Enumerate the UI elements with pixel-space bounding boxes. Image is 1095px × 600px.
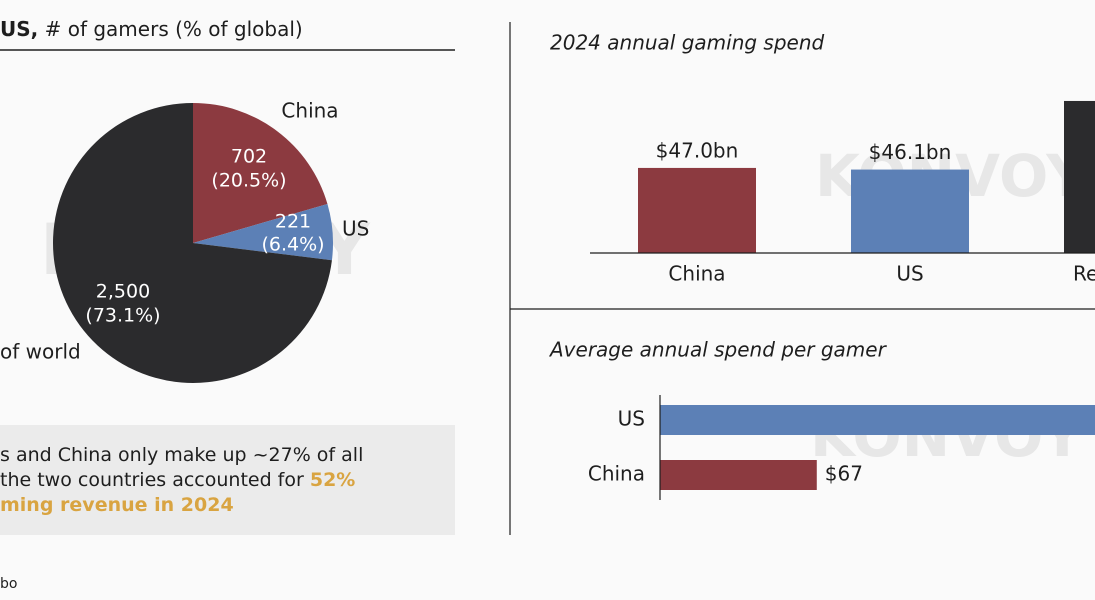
bar <box>660 460 817 490</box>
pie-slice <box>193 204 333 261</box>
bar-value-label: $67 <box>825 462 863 486</box>
callout-line: s and China only make up ~27% of all <box>0 444 363 466</box>
callout-text: the two countries accounted for <box>0 469 310 491</box>
slice-category: US <box>342 217 369 241</box>
slice-percent: (73.1%) <box>85 305 160 327</box>
chart-title: Average annual spend per gamer <box>548 338 888 362</box>
x-tick-label: China <box>668 262 725 286</box>
bar <box>638 167 756 253</box>
bar <box>1064 100 1095 254</box>
callout-box <box>0 425 455 535</box>
callout-text: s and China only make up ~27% of all <box>0 444 363 466</box>
bar <box>660 405 1095 435</box>
callout-highlight: ming revenue in 2024 <box>0 494 234 516</box>
slice-value: 702 <box>231 146 267 168</box>
bar-value-label: $46.1bn <box>869 140 952 164</box>
title-part: US, <box>0 17 38 41</box>
slice-percent: (6.4%) <box>261 234 324 256</box>
callout-line: ming revenue in 2024 <box>0 494 234 516</box>
slice-category: China <box>281 99 338 123</box>
pie-slice <box>53 103 332 383</box>
y-tick-label: US <box>618 407 645 431</box>
slice-value: 221 <box>275 211 311 233</box>
chart-title: US, # of gamers (% of global) <box>0 17 303 41</box>
callout-highlight: 52% <box>310 469 355 491</box>
x-tick-label: Rest <box>1073 262 1095 286</box>
slice-percent: (20.5%) <box>211 170 286 192</box>
x-tick-label: US <box>896 262 923 286</box>
pie-slice <box>193 103 328 243</box>
slice-category: of world <box>0 340 81 364</box>
bar-value-label: $47.0bn <box>656 138 739 162</box>
source: bo <box>0 576 17 592</box>
bar <box>851 169 969 253</box>
y-tick-label: China <box>588 462 645 486</box>
title-part: # of gamers (% of global) <box>38 17 302 41</box>
callout-line: the two countries accounted for 52% <box>0 469 355 491</box>
slice-value: 2,500 <box>96 281 150 303</box>
chart-title: 2024 annual gaming spend <box>550 31 825 55</box>
